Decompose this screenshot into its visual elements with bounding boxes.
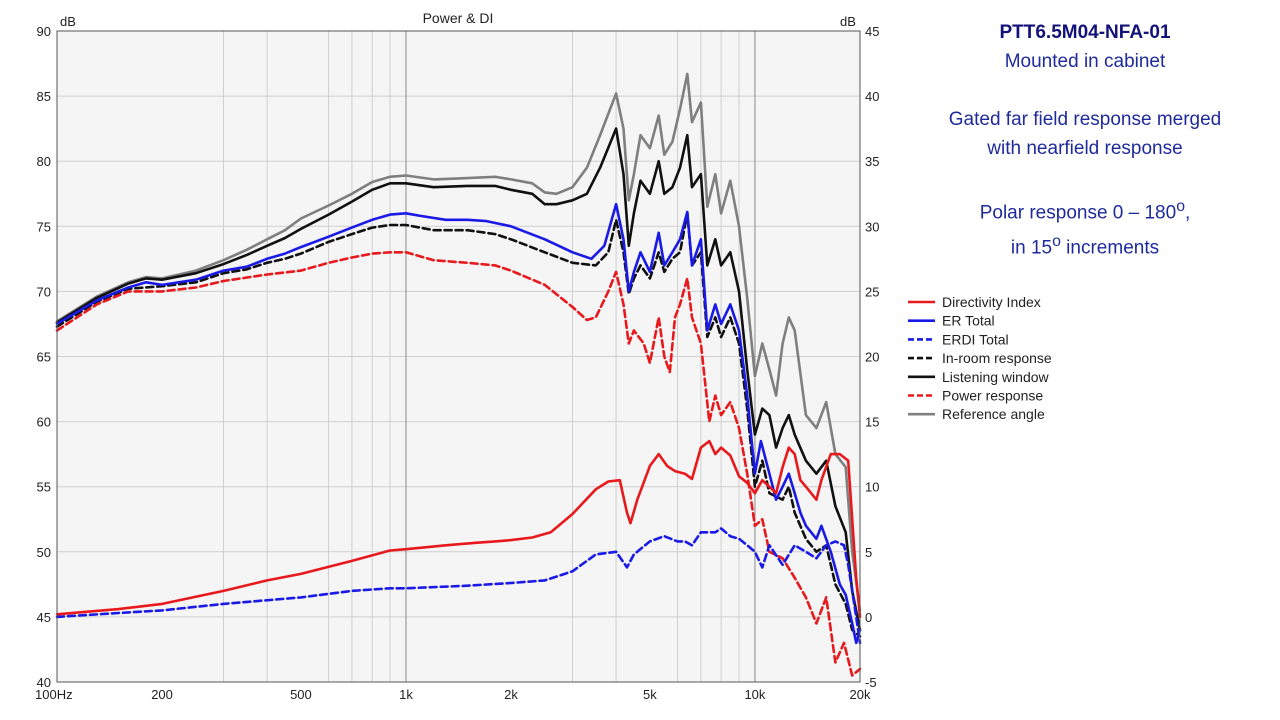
annotation-panel: PTT6.5M04-NFA-01 Mounted in cabinet Gate… (905, 18, 1265, 263)
right-axis-unit: dB (840, 14, 856, 29)
left-tick-label: 50 (37, 545, 51, 560)
left-tick-label: 85 (37, 89, 51, 104)
plot-frame (56, 30, 861, 683)
left-tick-label: 65 (37, 350, 51, 365)
series-line-directivity-index (55, 439, 862, 619)
x-tick-label: 10k (744, 687, 765, 702)
series-line-in-room-response (55, 212, 862, 638)
left-tick-label: 55 (37, 480, 51, 495)
chart-title: Power & DI (423, 10, 494, 26)
left-tick-label: 60 (37, 415, 51, 430)
right-tick-label: 45 (865, 24, 879, 39)
note-polar-1-text: Polar response 0 – 180 (979, 202, 1177, 224)
x-tick-label: 1k (399, 687, 413, 702)
left-axis-unit: dB (60, 14, 76, 29)
legend-label: ERDI Total (942, 331, 1009, 347)
note-mounting: Mounted in cabinet (1004, 51, 1166, 72)
note-merge-1: Gated far field response merged (948, 109, 1222, 130)
left-tick-label: 75 (37, 219, 51, 234)
series-layer (55, 72, 862, 677)
model-title: PTT6.5M04-NFA-01 (999, 22, 1171, 43)
note-polar-2: in 15o increments (905, 227, 1265, 262)
series-line-er-total (55, 202, 862, 645)
right-tick-label: 20 (865, 350, 879, 365)
x-tick-label: 200 (151, 687, 173, 702)
degree-symbol: o (1052, 233, 1061, 251)
right-tick-label: 40 (865, 89, 879, 104)
left-tick-label: 90 (37, 24, 51, 39)
x-tick-label: 5k (643, 687, 657, 702)
series-line-erdi-total (55, 527, 862, 645)
right-tick-label: 0 (865, 610, 872, 625)
note-polar-2-end: increments (1060, 237, 1160, 259)
right-tick-label: -5 (865, 675, 877, 690)
left-tick-label: 45 (37, 610, 51, 625)
legend-label: Power response (942, 388, 1043, 404)
right-tick-label: 35 (865, 154, 879, 169)
x-tick-label: 20k (850, 687, 871, 702)
right-axis-ticks: -5 0 5 10 15 20 25 30 35 40 45 (865, 24, 879, 690)
left-axis-ticks: 40 45 50 55 60 65 70 75 80 85 90 (37, 24, 51, 690)
note-polar-2-text: in 15 (1010, 237, 1053, 259)
grid-major (57, 30, 860, 683)
right-tick-label: 10 (865, 480, 879, 495)
legend-label: Reference angle (942, 406, 1045, 422)
legend: Directivity Index ER Total ERDI Total In-ro… (908, 294, 1052, 422)
x-tick-label: 2k (504, 687, 518, 702)
left-tick-label: 70 (37, 284, 51, 299)
right-tick-label: 30 (865, 219, 879, 234)
degree-symbol: o (1176, 198, 1185, 215)
x-axis-ticks: 100Hz 200 500 1k 2k 5k 10k 20k (35, 687, 871, 702)
series-line-listening-window (55, 127, 862, 632)
left-tick-label: 40 (37, 675, 51, 690)
right-tick-label: 25 (865, 284, 879, 299)
series-line-reference-angle (55, 72, 862, 612)
legend-label: Directivity Index (942, 294, 1041, 310)
x-tick-label: 100Hz (35, 687, 73, 702)
series-line-power-response (55, 251, 862, 677)
right-tick-label: 5 (865, 545, 872, 560)
left-tick-label: 80 (37, 154, 51, 169)
note-merge-2: with nearfield response (987, 138, 1183, 159)
legend-label: Listening window (942, 369, 1050, 385)
legend-label: In-room response (942, 350, 1052, 366)
note-polar-1: Polar response 0 – 180o, (905, 192, 1265, 227)
x-tick-label: 500 (290, 687, 312, 702)
note-polar-1-end: , (1185, 202, 1191, 224)
legend-label: ER Total (942, 313, 995, 329)
right-tick-label: 15 (865, 415, 879, 430)
